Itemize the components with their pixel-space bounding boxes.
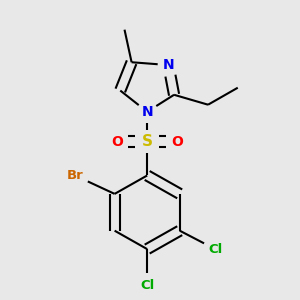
Text: Cl: Cl [208, 243, 222, 256]
Text: O: O [112, 134, 123, 148]
Text: O: O [171, 134, 183, 148]
Text: Br: Br [67, 169, 83, 182]
Text: Cl: Cl [140, 279, 154, 292]
Text: N: N [163, 58, 174, 72]
Text: S: S [142, 134, 153, 149]
Text: N: N [141, 105, 153, 119]
